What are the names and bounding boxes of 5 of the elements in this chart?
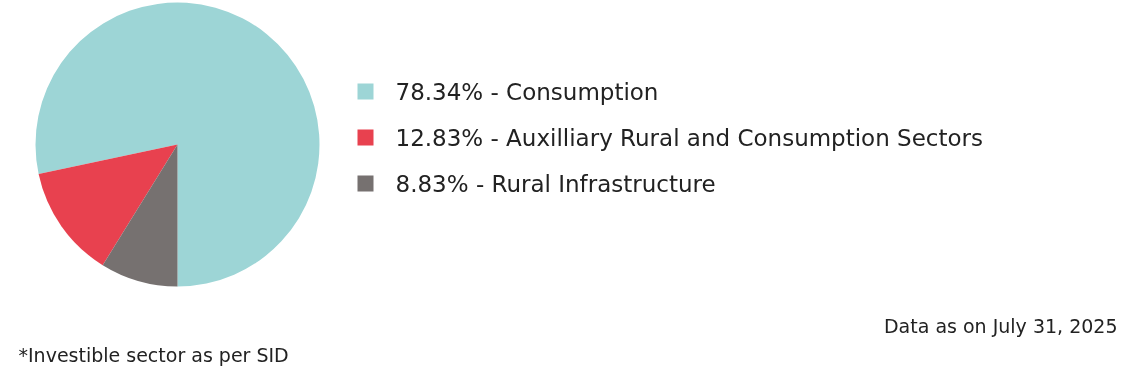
legend-label: 78.34% - Consumption [395, 78, 659, 105]
text: *Investible sector as per SID [18, 343, 289, 366]
legend-label: 8.83% - Rural Infrastructure [395, 170, 716, 197]
text: Data as on July 31, 2025 [883, 314, 1118, 337]
legend-label: 12.83% - Auxilliary Rural and Consumption Sectors [395, 124, 983, 151]
